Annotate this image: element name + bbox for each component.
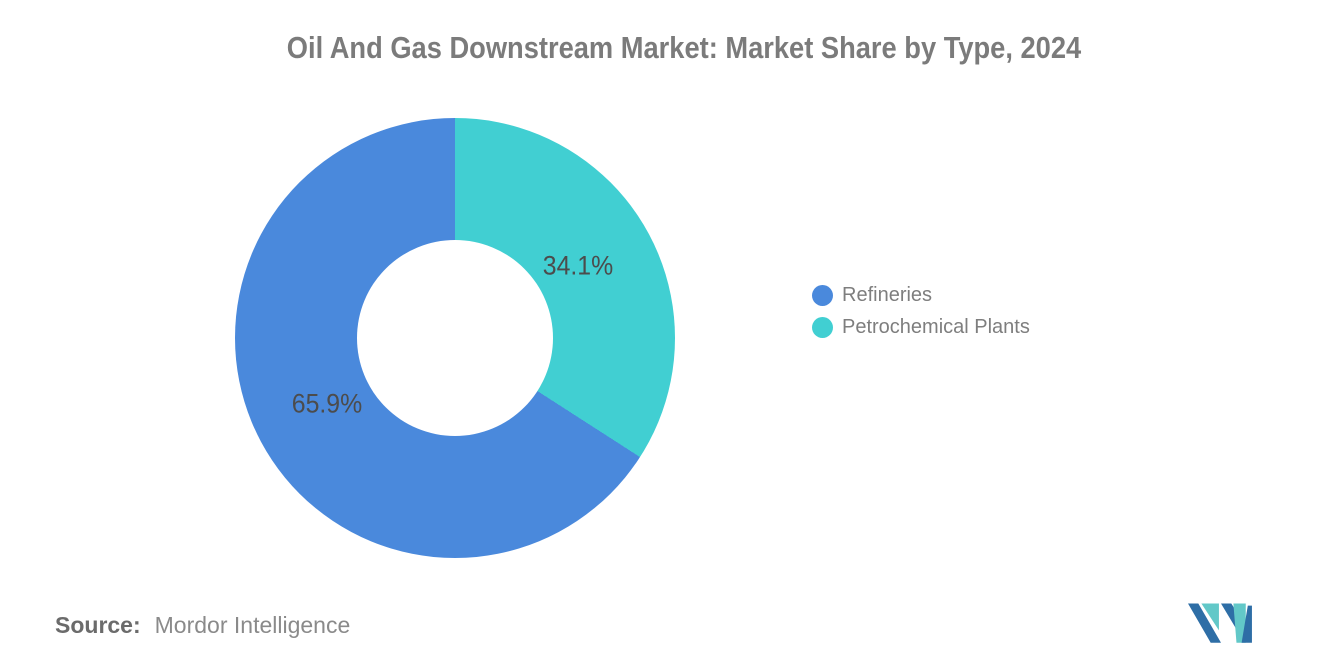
source-value: Mordor Intelligence bbox=[154, 612, 351, 638]
mordor-intelligence-logo bbox=[1188, 603, 1252, 643]
donut-hole bbox=[357, 240, 553, 436]
slice-label-petrochemical-plants: 34.1% bbox=[542, 250, 614, 281]
refineries-legend-dot-icon bbox=[812, 285, 833, 306]
chart-title: Oil And Gas Downstream Market: Market Sh… bbox=[286, 30, 1082, 65]
petrochemical-plants-legend-dot-icon bbox=[812, 317, 833, 338]
legend-item-petrochemical-plants[interactable]: Petrochemical Plants bbox=[812, 316, 1030, 339]
legend-label-petrochemical-plants: Petrochemical Plants bbox=[842, 316, 1030, 338]
donut-chart: 34.1% 65.9% bbox=[235, 118, 675, 558]
source-label: Source: bbox=[55, 612, 141, 638]
slice-label-refineries: 65.9% bbox=[291, 388, 363, 419]
source-row: Source: Mordor Intelligence bbox=[55, 612, 350, 639]
legend-item-refineries[interactable]: Refineries bbox=[812, 284, 1030, 307]
legend: Refineries Petrochemical Plants bbox=[812, 284, 1030, 339]
legend-label-refineries: Refineries bbox=[842, 284, 933, 306]
